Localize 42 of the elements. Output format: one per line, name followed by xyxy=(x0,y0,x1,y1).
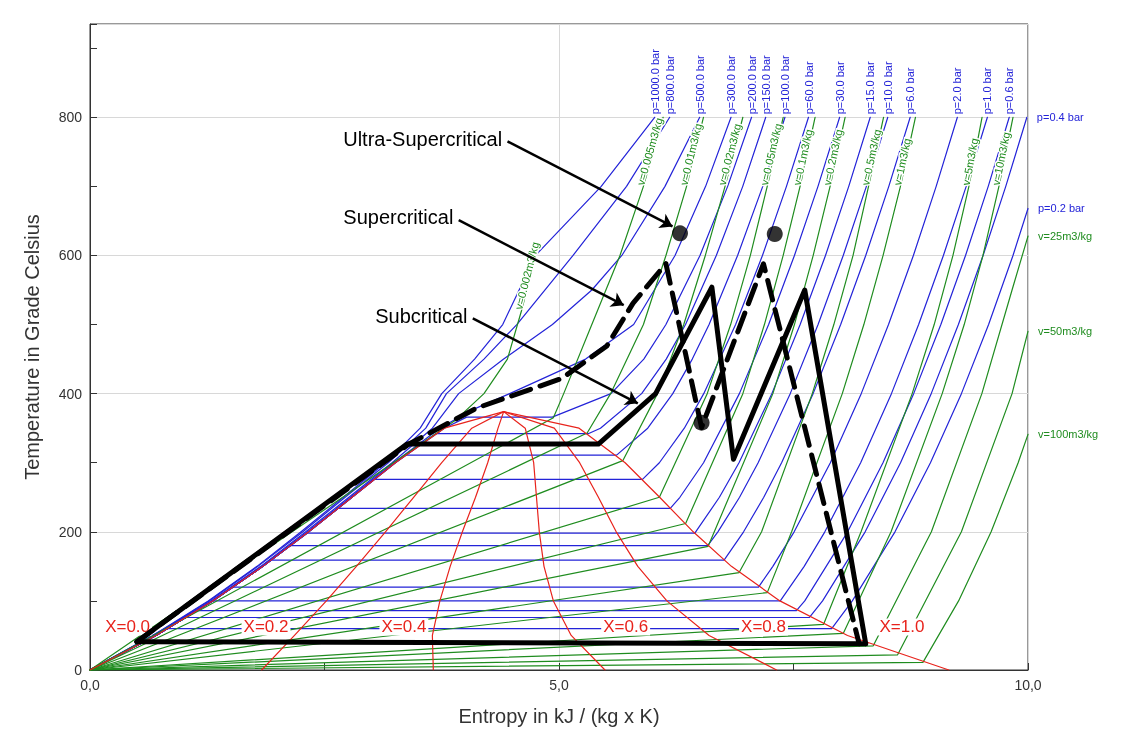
series-label: p=0.2 bar xyxy=(1038,202,1086,215)
text: p=10.0 bar xyxy=(881,61,894,115)
series-label: X=0.8 xyxy=(741,617,786,637)
series-label: v=25m3/kg xyxy=(1038,230,1093,243)
text: p=800.0 bar xyxy=(663,54,676,115)
annotation: Subcritical xyxy=(375,304,468,327)
text: v=10m3/kg xyxy=(989,131,1013,187)
y-tick-label: 600 xyxy=(58,247,83,264)
text: p=1000.0 bar xyxy=(648,48,661,115)
text: p=60.0 bar xyxy=(802,61,815,115)
x-tick-label: 10,0 xyxy=(1014,677,1042,693)
text: v=5m3/kg xyxy=(959,137,981,187)
annotation: Ultra-Supercritical xyxy=(343,127,503,150)
text: p=300.0 bar xyxy=(725,54,738,115)
y-tick-label: 0 xyxy=(74,662,83,678)
text: p=0.6 bar xyxy=(1003,67,1016,115)
annotation: Supercritical xyxy=(343,206,454,229)
series-label: v=50m3/kg xyxy=(1038,325,1093,338)
series-label: X=1.0 xyxy=(879,617,925,637)
series-label: X=0.4 xyxy=(381,617,427,637)
text: p=200.0 bar xyxy=(745,54,758,115)
x-tick-label: 0,0 xyxy=(80,677,100,693)
series-label: p=0.4 bar xyxy=(1036,111,1084,124)
series-label: v=100m3/kg xyxy=(1038,428,1099,441)
text: p=6.0 bar xyxy=(904,67,917,115)
y-tick-label: 400 xyxy=(58,385,83,402)
series-label: X=0.6 xyxy=(603,617,649,637)
text: p=150.0 bar xyxy=(759,54,772,115)
text: p=30.0 bar xyxy=(833,61,846,115)
text: p=2.0 bar xyxy=(951,67,964,115)
text: p=1.0 bar xyxy=(981,67,994,115)
y-tick-label: 800 xyxy=(58,109,83,126)
x-axis-title: Entropy in kJ / (kg x K) xyxy=(458,705,660,727)
text: p=15.0 bar xyxy=(864,61,877,115)
series-label: X=0.0 xyxy=(105,617,151,637)
series-label: X=0.2 xyxy=(243,617,289,637)
text: p=500.0 bar xyxy=(693,54,706,115)
text: p=100.0 bar xyxy=(778,54,791,115)
text: v=1m3/kg xyxy=(891,137,914,187)
y-tick-label: 200 xyxy=(58,523,83,540)
y-axis-title: Temperature in Grade Celsius xyxy=(21,214,43,480)
x-tick-label: 5,0 xyxy=(549,677,569,693)
